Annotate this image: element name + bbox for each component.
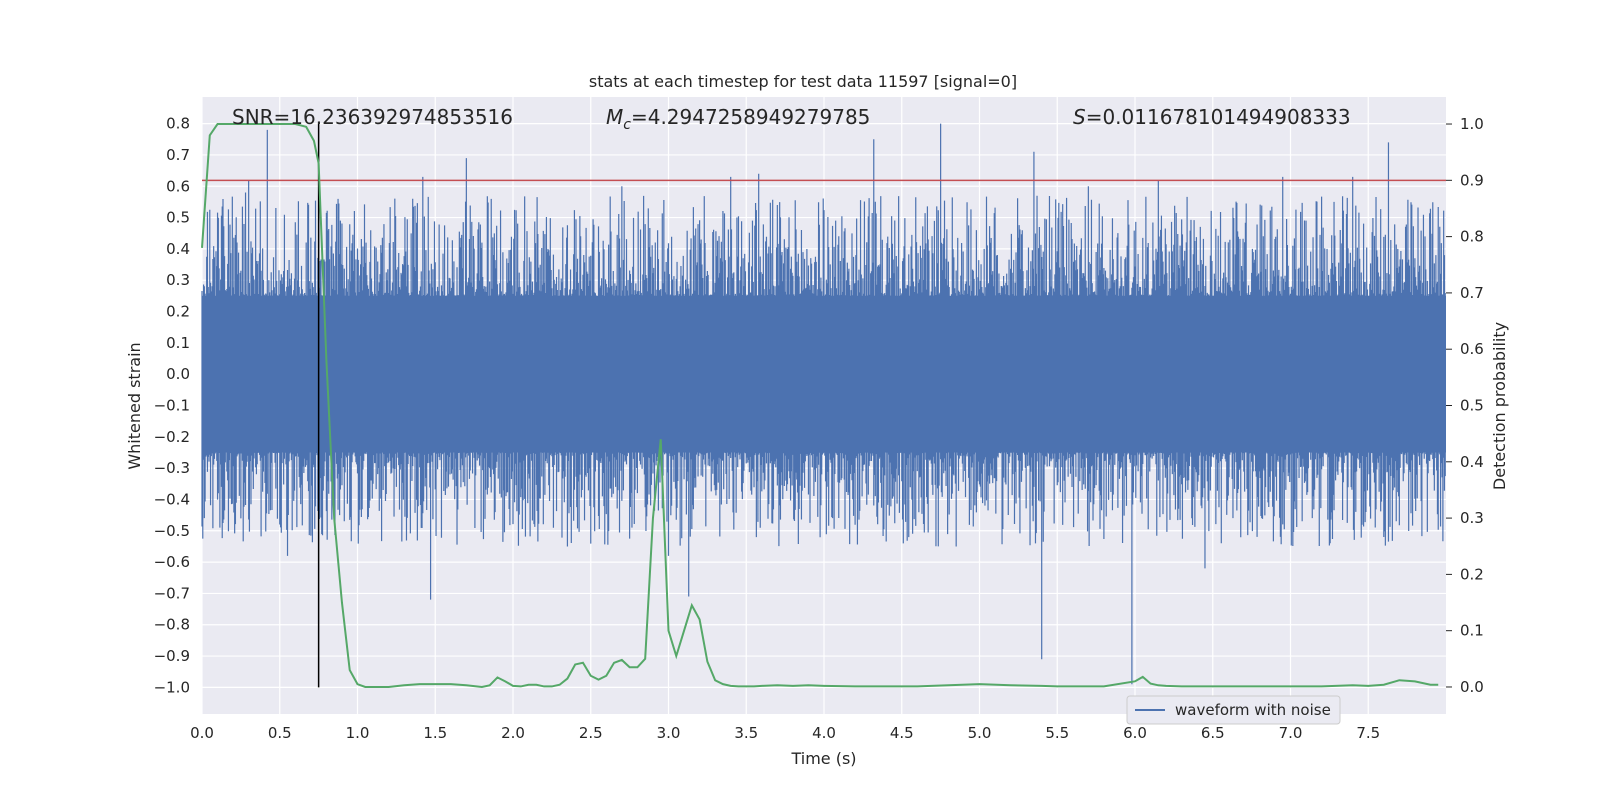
waveform-series	[201, 123, 1446, 685]
y-tick-label: 0.8	[166, 115, 190, 133]
x-tick-label: 7.5	[1356, 724, 1380, 742]
x-tick-label: 1.0	[346, 724, 370, 742]
x-tick-label: 6.5	[1201, 724, 1225, 742]
y-tick-label: −0.5	[154, 522, 190, 540]
x-tick-label: 3.5	[734, 724, 758, 742]
s-annotation: S=0.011678101494908333	[1073, 105, 1351, 129]
x-tick-label: 3.0	[657, 724, 681, 742]
y-axis-ticks: 0.8 0.7 0.6 0.5 0.4 0.3 0.2 0.1 0.0 −0.1 −0.2 −0.3 −…	[154, 115, 190, 697]
y-tick-label: −1.0	[154, 678, 190, 696]
y-tick-label: −0.1	[154, 397, 190, 415]
x-tick-label: 1.5	[423, 724, 447, 742]
s-value: =0.011678101494908333	[1086, 105, 1351, 129]
y-tick-label: 0.1	[166, 334, 190, 352]
y2-tick-label: 0.4	[1460, 453, 1484, 471]
legend-box	[1126, 695, 1341, 725]
y2-tick-label: 0.0	[1460, 678, 1484, 696]
y-tick-label: 0.4	[166, 240, 190, 258]
y2-tick-label: 0.6	[1460, 340, 1484, 358]
chirp-mass-subscript: c	[623, 117, 631, 133]
legend: waveform with noise	[1126, 695, 1341, 725]
x-tick-label: 2.5	[579, 724, 603, 742]
y2-tick-label: 0.3	[1460, 509, 1484, 527]
detection-probability-series	[201, 123, 1439, 688]
y-tick-label: −0.3	[154, 459, 190, 477]
y2-axis-label: Detection probability	[1490, 322, 1509, 490]
chirp-mass-symbol: M	[606, 105, 623, 129]
y2-tick-label: 0.9	[1460, 171, 1484, 189]
x-tick-label: 4.0	[812, 724, 836, 742]
overlay-lines	[202, 123, 1446, 688]
y-tick-label: 0.2	[166, 303, 190, 321]
y-tick-label: −0.4	[154, 490, 190, 508]
x-tick-label: 5.0	[968, 724, 992, 742]
x-tick-label: 6.0	[1123, 724, 1147, 742]
x-axis-label: Time (s)	[790, 749, 856, 768]
legend-label: waveform with noise	[1175, 701, 1331, 719]
chirp-mass-annotation: Mc=4.2947258949279785	[606, 105, 870, 133]
y-tick-label: 0.0	[166, 365, 190, 383]
y-tick-label: 0.6	[166, 177, 190, 195]
x-axis-ticks: 0.0 0.5 1.0 1.5 2.0 2.5 3.0 3.5 4.0 4.5 5.0 5.5 6.0 6…	[190, 724, 1380, 742]
detection-probability-line	[201, 123, 1439, 688]
x-tick-label: 0.0	[190, 724, 214, 742]
y-tick-label: −0.2	[154, 428, 190, 446]
y-tick-label: −0.6	[154, 553, 190, 571]
y-tick-label: 0.3	[166, 271, 190, 289]
y-tick-label: −0.9	[154, 647, 190, 665]
y-tick-label: 0.5	[166, 209, 190, 227]
snr-annotation: SNR=16.236392974853516	[232, 105, 513, 129]
y2-tick-label: 0.8	[1460, 228, 1484, 246]
y2-tick-label: 0.7	[1460, 284, 1484, 302]
chirp-mass-value: =4.2947258949279785	[631, 105, 870, 129]
y-tick-label: 0.7	[166, 146, 190, 164]
x-tick-label: 4.5	[890, 724, 914, 742]
waveform-line	[201, 123, 1446, 685]
y2-tick-label: 0.2	[1460, 565, 1484, 583]
y2-tick-label: 1.0	[1460, 115, 1484, 133]
x-tick-label: 5.5	[1045, 724, 1069, 742]
x-tick-label: 0.5	[268, 724, 292, 742]
x-tick-label: 7.0	[1279, 724, 1303, 742]
x-tick-label: 2.0	[501, 724, 525, 742]
s-symbol: S	[1073, 105, 1086, 129]
y-tick-label: −0.8	[154, 616, 190, 634]
y-axis-label: Whitened strain	[125, 342, 144, 469]
y2-tick-label: 0.5	[1460, 397, 1484, 415]
y-tick-label: −0.7	[154, 584, 190, 602]
chart-title: stats at each timestep for test data 115…	[589, 72, 1017, 91]
y2-tick-label: 0.1	[1460, 622, 1484, 640]
y2-axis-ticks: 1.0 0.9 0.8 0.7 0.6 0.5 0.4 0.3 0.2 0.1 0.0	[1446, 115, 1484, 696]
